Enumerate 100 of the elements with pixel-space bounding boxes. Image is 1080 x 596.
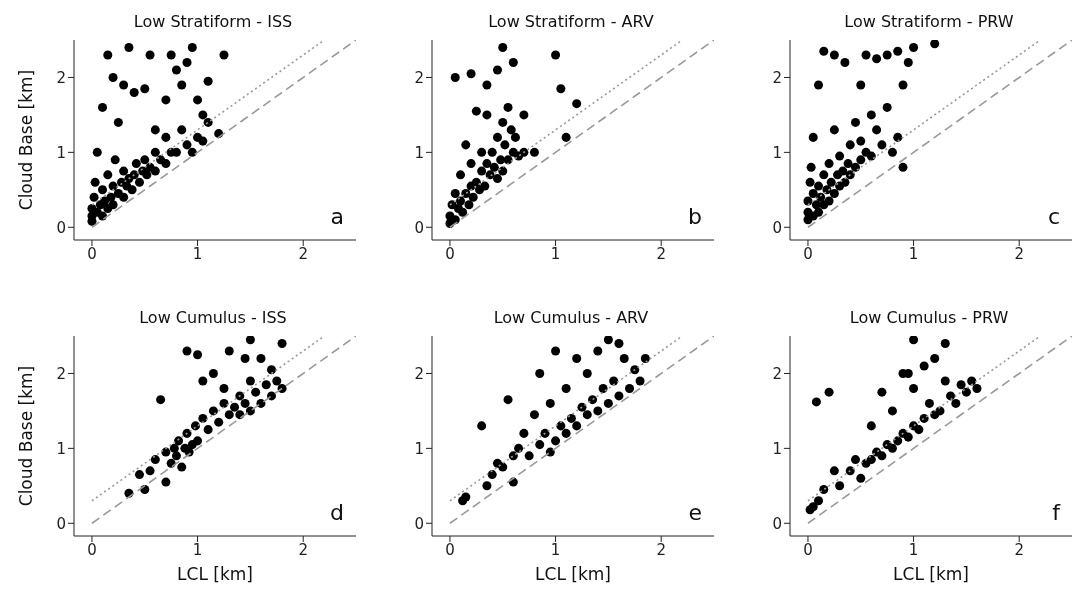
point xyxy=(866,455,876,465)
point xyxy=(182,346,192,356)
point xyxy=(161,477,171,487)
point xyxy=(503,102,513,112)
point xyxy=(805,177,815,187)
point xyxy=(500,140,510,150)
point xyxy=(208,368,218,378)
annotation: b xyxy=(688,204,702,229)
x-axis-title: LCL [km] xyxy=(177,564,253,584)
point xyxy=(909,42,919,52)
y-tick-label: 2 xyxy=(772,68,782,87)
point xyxy=(482,110,492,120)
point xyxy=(930,353,940,363)
point xyxy=(272,376,282,386)
point xyxy=(814,496,824,506)
point xyxy=(619,353,629,363)
point xyxy=(824,196,834,206)
point xyxy=(508,57,518,67)
point xyxy=(603,398,613,408)
point xyxy=(519,428,529,438)
y-tick-label: 2 xyxy=(414,364,424,383)
point xyxy=(177,462,187,472)
point xyxy=(840,57,850,67)
x-tick-label: 2 xyxy=(1014,540,1024,559)
point xyxy=(240,398,250,408)
point xyxy=(482,481,492,491)
x-tick-label: 2 xyxy=(656,244,666,263)
point xyxy=(482,80,492,90)
point xyxy=(856,80,866,90)
point xyxy=(156,395,166,405)
y-tick-label: 0 xyxy=(56,218,66,237)
point xyxy=(582,368,592,378)
chart-title: Low Stratiform - PRW xyxy=(843,12,1015,31)
point xyxy=(603,336,613,345)
point xyxy=(456,170,466,180)
y-axis-title: Cloud Base [km] xyxy=(16,69,36,211)
point xyxy=(551,346,561,356)
point xyxy=(940,338,950,348)
point xyxy=(887,147,897,157)
point xyxy=(461,492,471,502)
point xyxy=(208,406,218,416)
point xyxy=(624,383,635,393)
y-tick-label: 1 xyxy=(414,143,424,162)
point xyxy=(829,466,839,476)
point xyxy=(535,368,545,378)
point xyxy=(972,383,982,393)
point xyxy=(519,147,529,157)
point xyxy=(471,106,481,116)
point xyxy=(872,125,882,135)
point xyxy=(898,162,908,172)
point xyxy=(466,69,476,79)
point xyxy=(256,353,266,363)
point xyxy=(882,50,892,60)
point xyxy=(506,125,516,135)
point xyxy=(856,473,866,483)
point xyxy=(630,365,640,375)
point xyxy=(877,387,887,397)
x-tick-label: 2 xyxy=(1014,244,1024,263)
point xyxy=(556,84,566,94)
point xyxy=(593,346,603,356)
point xyxy=(903,57,913,67)
point xyxy=(561,132,571,142)
point xyxy=(893,46,903,56)
point xyxy=(877,140,887,150)
point xyxy=(961,387,971,397)
point xyxy=(510,132,520,142)
point xyxy=(529,410,539,420)
point xyxy=(829,125,839,135)
point xyxy=(819,485,829,495)
y-tick-label: 0 xyxy=(772,514,782,533)
point xyxy=(872,54,882,64)
y-tick-label: 2 xyxy=(56,364,66,383)
point xyxy=(266,365,277,375)
y-tick-label: 0 xyxy=(414,514,424,533)
x-tick-label: 0 xyxy=(803,244,813,263)
x-tick-label: 2 xyxy=(298,540,308,559)
point xyxy=(640,353,650,363)
point xyxy=(850,455,860,465)
x-tick-label: 1 xyxy=(908,244,919,263)
point xyxy=(230,402,240,412)
point xyxy=(224,410,234,420)
point xyxy=(551,50,561,60)
point xyxy=(582,410,592,420)
point xyxy=(487,470,497,480)
point xyxy=(169,443,179,453)
point xyxy=(856,155,866,165)
point xyxy=(566,413,576,423)
point xyxy=(909,383,919,393)
y-tick-label: 2 xyxy=(56,68,66,87)
point xyxy=(529,147,539,157)
point xyxy=(561,383,571,393)
x-tick-label: 1 xyxy=(908,540,919,559)
point xyxy=(903,432,913,442)
point xyxy=(487,147,497,157)
point xyxy=(482,159,492,169)
point xyxy=(466,159,476,169)
point xyxy=(561,428,571,438)
point xyxy=(856,136,866,146)
point xyxy=(930,40,940,49)
point xyxy=(514,443,524,453)
